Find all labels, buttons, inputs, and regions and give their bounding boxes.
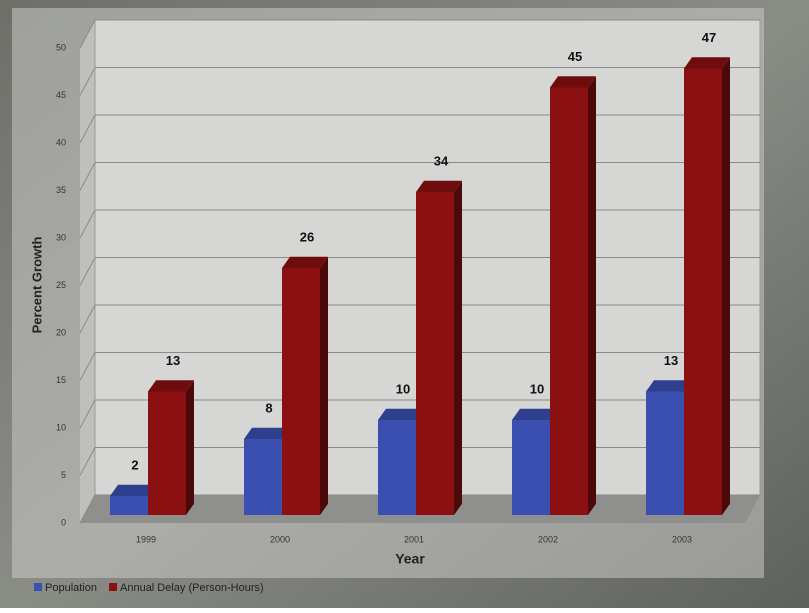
y-tick-label: 45	[56, 90, 66, 100]
bar	[148, 391, 186, 515]
legend-swatch	[34, 583, 42, 591]
grid-line	[79, 209, 96, 239]
bar-top	[684, 57, 730, 69]
grid-line	[79, 399, 96, 429]
data-label: 45	[568, 49, 582, 64]
y-axis-label: Percent Growth	[29, 237, 44, 334]
bar-top	[244, 427, 290, 439]
bar	[378, 420, 416, 515]
bar-top	[110, 484, 156, 496]
bar	[684, 68, 722, 515]
y-tick-label: 20	[56, 327, 66, 337]
data-label: 13	[166, 353, 180, 368]
bar-top	[416, 180, 462, 192]
bar-side	[588, 76, 596, 516]
y-tick-label: 30	[56, 232, 66, 242]
y-tick-label: 25	[56, 280, 66, 290]
bar-side	[722, 57, 730, 516]
y-tick-label: 15	[56, 375, 66, 385]
grid-line	[79, 447, 96, 476]
legend-label: Annual Delay (Person-Hours)	[120, 582, 264, 594]
data-label: 26	[300, 229, 314, 244]
x-tick-label: 2000	[270, 534, 290, 544]
grid-line	[79, 352, 96, 381]
legend-swatch	[109, 583, 117, 591]
bar-top	[646, 380, 692, 392]
grid-line	[79, 162, 96, 191]
grid-line	[79, 304, 96, 334]
grid-line	[79, 19, 96, 49]
bar	[416, 192, 454, 515]
bar-side	[186, 380, 194, 515]
bar	[110, 496, 148, 515]
data-label: 13	[664, 353, 678, 368]
y-tick-label: 10	[56, 422, 66, 432]
legend: Population Annual Delay (Person-Hours)	[34, 582, 264, 594]
bar	[550, 87, 588, 515]
x-tick-label: 1999	[136, 534, 156, 544]
legend-label: Population	[45, 582, 97, 594]
data-label: 2	[131, 457, 138, 472]
grid-line	[79, 257, 96, 286]
bar-top	[378, 408, 424, 420]
x-tick-label: 2001	[404, 534, 424, 544]
data-label: 10	[396, 381, 410, 396]
bar-top	[282, 256, 328, 268]
grid-line	[79, 494, 96, 524]
y-tick-label: 5	[61, 470, 66, 480]
data-label: 47	[702, 30, 716, 45]
y-tick-label: 50	[56, 42, 66, 52]
x-tick-label: 2002	[538, 534, 558, 544]
bar-top	[550, 76, 596, 88]
bar-top	[148, 380, 194, 392]
bar-side	[320, 256, 328, 515]
y-tick-label: 40	[56, 137, 66, 147]
y-tick-label: 0	[61, 517, 66, 527]
grid-line	[79, 67, 96, 96]
bar	[282, 268, 320, 515]
data-label: 10	[530, 381, 544, 396]
bar-side	[454, 180, 462, 516]
x-tick-label: 2003	[672, 534, 692, 544]
grid-line	[79, 114, 96, 144]
data-label: 34	[434, 153, 449, 168]
bar-top	[512, 408, 558, 420]
y-tick-label: 35	[56, 185, 66, 195]
data-label: 8	[265, 400, 272, 415]
x-axis-label: Year	[395, 551, 425, 567]
bar	[646, 391, 684, 515]
bar	[244, 439, 282, 515]
bar	[512, 420, 550, 515]
